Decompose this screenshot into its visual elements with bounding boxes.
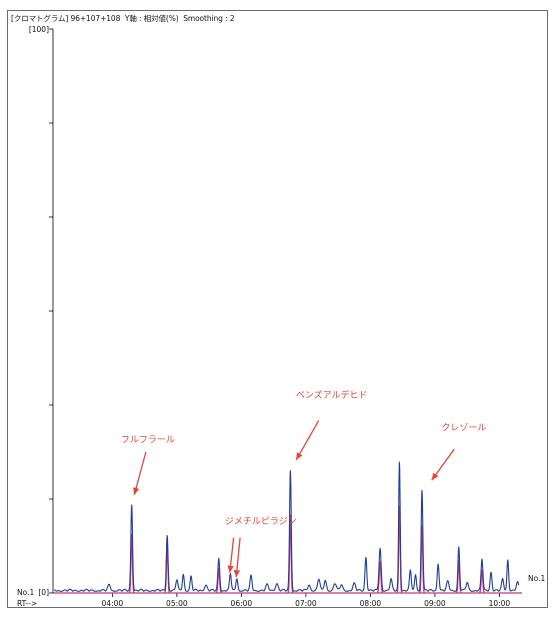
- channel-label-left: No.1: [17, 588, 34, 597]
- trace-primary: [54, 461, 520, 592]
- peak-annotation-label: ベンズアルデヒド: [296, 389, 368, 401]
- x-tick-label: 07:00: [295, 599, 317, 608]
- x-tick-label: 10:00: [489, 599, 511, 608]
- y-axis-top-label: [100]: [29, 25, 49, 34]
- peak-annotation-arrowhead: [296, 452, 303, 460]
- header-ions: 96+107+108: [70, 14, 121, 23]
- peak-annotation-arrow: [295, 420, 320, 461]
- header-yaxis: Y軸 : 相対値(%): [124, 14, 179, 23]
- trace-overlay: [53, 505, 520, 594]
- rt-axis-label: RT-->: [17, 599, 37, 608]
- peak-annotation-label: ジメチルピラジン: [225, 516, 297, 527]
- y-axis-bottom-label: [0]: [38, 588, 49, 597]
- channel-label-right: No.1: [528, 574, 545, 583]
- peak-annotation-label: フルフラール: [121, 434, 175, 445]
- chromatogram-frame: [クロマトグラム] 96+107+108 Y軸 : 相対値(%) Smoothi…: [7, 10, 548, 608]
- x-tick-label: 04:00: [102, 599, 124, 608]
- peak-annotation-arrowhead: [227, 565, 234, 573]
- y-ticks: [49, 28, 53, 594]
- x-tick-label: 06:00: [231, 599, 253, 608]
- peak-annotation-arrowhead: [431, 472, 439, 481]
- header-prefix: [クロマトグラム]: [11, 14, 69, 23]
- peak-annotation-arrowhead: [233, 569, 241, 578]
- peak-annotation-label: クレゾール: [441, 423, 486, 434]
- x-tick-label: 08:00: [360, 599, 382, 608]
- traces: [53, 461, 520, 594]
- x-ticks: 04:00 05:00 06:00 07:00 08:00 09:00 10:00: [102, 593, 511, 608]
- peak-annotation-arrow: [133, 451, 147, 496]
- x-tick-label: 05:00: [166, 599, 188, 608]
- chromatogram-header: [クロマトグラム] 96+107+108 Y軸 : 相対値(%) Smoothi…: [11, 13, 235, 24]
- x-tick-label: 09:00: [424, 599, 446, 608]
- peak-annotation-arrowhead: [133, 487, 140, 495]
- header-smoothing: Smoothing : 2: [183, 14, 235, 23]
